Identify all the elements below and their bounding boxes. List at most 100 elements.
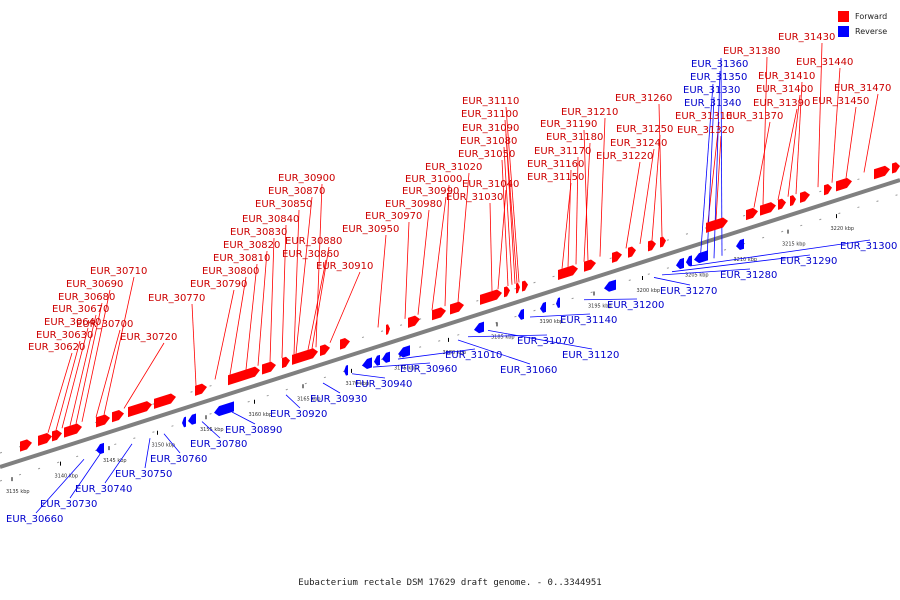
forward-leader-line	[95, 329, 121, 418]
forward-gene-label: EUR_30790	[190, 279, 247, 290]
forward-gene-arrow	[38, 433, 52, 446]
forward-gene-label: EUR_30690	[66, 279, 123, 290]
forward-gene-label: EUR_31100	[461, 109, 518, 120]
axis-tick-label: 3190 kbp	[540, 319, 564, 325]
forward-gene-label: EUR_31000	[405, 174, 462, 185]
forward-gene-label: EUR_31470	[834, 83, 891, 94]
reverse-gene-label: EUR_31140	[560, 315, 617, 326]
forward-gene-label: EUR_31370	[726, 111, 783, 122]
forward-gene-label: EUR_30710	[90, 266, 147, 277]
forward-gene-arrow	[836, 177, 852, 192]
legend: Forward Reverse	[838, 9, 887, 39]
forward-leader-line	[715, 135, 722, 220]
forward-gene-label: EUR_30900	[278, 173, 335, 184]
axis-tick-label: 3150 kbp	[152, 443, 176, 449]
forward-gene-arrow	[386, 324, 390, 335]
reverse-gene-arrow	[188, 413, 196, 425]
forward-leader-line	[81, 289, 111, 422]
legend-forward-swatch	[838, 11, 849, 22]
reverse-gene-arrow	[518, 308, 524, 320]
forward-gene-label: EUR_31250	[616, 124, 673, 135]
reverse-leader-line	[163, 433, 181, 454]
forward-gene-label: EUR_31400	[756, 84, 813, 95]
forward-gene-label: EUR_31040	[462, 179, 519, 190]
forward-leader-line	[295, 196, 313, 354]
forward-leader-line	[229, 276, 247, 375]
forward-gene-arrow	[408, 315, 420, 328]
forward-gene-label: EUR_31160	[527, 159, 584, 170]
forward-gene-label: EUR_31030	[446, 192, 503, 203]
forward-leader-line	[863, 93, 879, 173]
reverse-leader-line	[397, 348, 476, 360]
forward-leader-line	[431, 196, 447, 311]
reverse-gene-arrow	[676, 257, 684, 270]
axis-tick-label: 3145 kbp	[103, 458, 127, 464]
reverse-gene-label: EUR_31120	[562, 350, 619, 361]
forward-gene-arrow	[558, 265, 578, 281]
forward-leader-line	[47, 352, 73, 433]
forward-gene-arrow	[154, 393, 176, 409]
forward-gene-label: EUR_30620	[28, 342, 85, 353]
forward-gene-label: EUR_31150	[527, 172, 584, 183]
reverse-leader-line	[231, 411, 256, 425]
legend-reverse-swatch	[838, 26, 849, 37]
forward-gene-arrow	[195, 383, 207, 396]
reverse-leader-line	[351, 373, 386, 379]
forward-leader-line	[281, 224, 287, 359]
forward-leader-line	[503, 146, 513, 285]
forward-leader-line	[61, 327, 89, 429]
forward-leader-lines	[47, 42, 879, 433]
axis-tick-label: 3165 kbp	[297, 396, 321, 402]
forward-gene-label: EUR_31090	[462, 123, 519, 134]
forward-gene-arrow	[824, 183, 832, 196]
forward-leader-line	[245, 263, 258, 370]
forward-leader-line	[583, 129, 589, 261]
forward-gene-arrow	[292, 348, 318, 365]
reverse-gene-label: EUR_30730	[40, 499, 97, 510]
reverse-gene-label: EUR_31300	[840, 241, 897, 252]
forward-gene-label: EUR_30910	[316, 261, 373, 272]
forward-leader-line	[269, 237, 275, 362]
forward-gene-label: EUR_30640	[44, 317, 101, 328]
forward-leader-line	[69, 314, 97, 426]
forward-gene-arrow	[706, 217, 728, 233]
reverse-leader-line	[671, 254, 811, 273]
forward-labels: EUR_30620EUR_30630EUR_30640EUR_30670EUR_…	[28, 32, 891, 353]
forward-gene-arrow	[480, 289, 502, 305]
forward-gene-arrow	[52, 429, 62, 442]
forward-gene-arrow	[760, 202, 776, 216]
reverse-leader-line	[487, 329, 593, 350]
reverse-leader-line	[467, 334, 548, 338]
reverse-gene-arrow	[382, 351, 390, 363]
reverse-leader-line	[322, 382, 341, 394]
forward-gene-label: EUR_30810	[213, 253, 270, 264]
axis-tick-label: 3160 kbp	[249, 412, 273, 418]
reverse-gene-label: EUR_30960	[400, 364, 457, 375]
reverse-gene-label: EUR_31280	[720, 270, 777, 281]
reverse-leader-line	[529, 313, 591, 318]
forward-leader-line	[753, 121, 771, 208]
reverse-leader-line	[104, 443, 133, 484]
forward-leader-line	[257, 250, 268, 366]
forward-gene-label: EUR_31440	[796, 57, 853, 68]
forward-gene-arrow	[628, 246, 636, 258]
forward-gene-arrow	[660, 236, 666, 248]
forward-gene-arrow	[778, 198, 786, 210]
axis-tick-label: 3220 kbp	[831, 226, 855, 232]
reverse-gene-label: EUR_30750	[115, 469, 172, 480]
forward-gene-label: EUR_30680	[58, 292, 115, 303]
forward-leader-line	[575, 156, 579, 265]
forward-gene-arrow	[516, 282, 520, 294]
reverse-gene-arrow	[96, 442, 104, 455]
forward-gene-label: EUR_31080	[460, 136, 517, 147]
forward-leader-line	[497, 189, 507, 290]
forward-gene-arrow	[20, 439, 32, 452]
forward-gene-label: EUR_31190	[540, 119, 597, 130]
forward-gene-label: EUR_30770	[148, 293, 205, 304]
forward-gene-label: EUR_31220	[596, 151, 653, 162]
reverse-leader-line	[35, 458, 85, 514]
forward-gene-arrow	[450, 301, 464, 315]
forward-leader-line	[817, 42, 823, 188]
forward-gene-arrow	[800, 191, 810, 203]
